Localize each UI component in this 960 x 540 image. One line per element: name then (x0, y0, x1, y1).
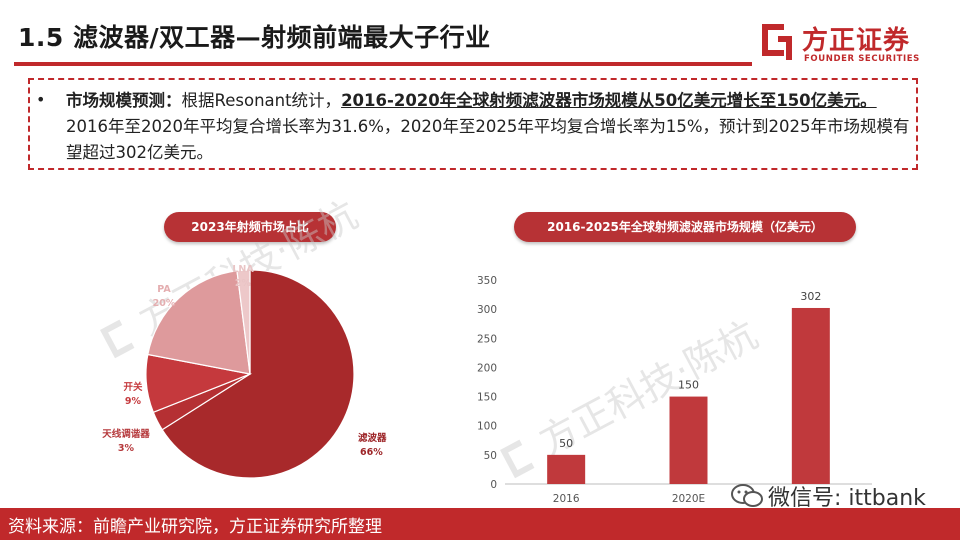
y-tick-0: 0 (490, 479, 497, 491)
wechat-icon (731, 484, 763, 507)
y-tick-350: 350 (477, 275, 497, 287)
summary-rest: 2016年至2020年平均复合增长率为31.6%，2020年至2025年平均复合… (66, 117, 910, 162)
summary-part1: 根据Resonant统计， (181, 91, 342, 110)
logo-name-cn: 方正证券 (802, 26, 911, 56)
pie-slice-PA (147, 270, 251, 375)
slide-title: 1.5 滤波器/双工器—射频前端最大子行业 (18, 23, 491, 52)
footer-source: 资料来源：前瞻产业研究院，方正证券研究所整理 (8, 517, 382, 537)
bar-2020E (669, 396, 708, 484)
founder-logo-icon (762, 24, 792, 60)
pie-label-天线调谐器: 天线调谐器 (102, 428, 150, 440)
pie-label-LNA: LNA (232, 264, 254, 275)
pie-value-LNA: 2% (235, 278, 252, 289)
watermark-right-mark: 方正科技·陈杭 (500, 312, 765, 479)
pie-label-PA: PA (157, 284, 171, 295)
pie-value-开关: 9% (125, 396, 142, 407)
bar-value-2020E: 150 (678, 379, 699, 392)
logo-name-en: FOUNDER SECURITIES (804, 54, 920, 64)
pie-label-滤波器: 滤波器 (358, 432, 387, 444)
bullet-marker: • (36, 90, 46, 109)
x-tick-2016: 2016 (553, 493, 580, 505)
pie-value-PA: 20% (153, 298, 176, 309)
summary-lead: 市场规模预测： (66, 91, 182, 110)
title-rule (14, 62, 752, 66)
bar-2025E (791, 307, 830, 484)
summary-highlight: 2016-2020年全球射频滤波器市场规模从50亿美元增长至150亿美元。 (341, 91, 877, 110)
wechat-id: 微信号: ittbank (732, 480, 926, 512)
pie-value-滤波器: 66% (360, 447, 383, 458)
bar-value-2025E: 302 (800, 290, 821, 303)
bar-chart-title: 2016-2025年全球射频滤波器市场规模（亿美元） (514, 212, 856, 242)
bar-chart: 0 50 100 150 200 250 300 350 50 2016 150 2020E 302 (477, 275, 872, 505)
y-tick-200: 200 (477, 362, 497, 374)
y-tick-250: 250 (477, 333, 497, 345)
y-tick-50: 50 (484, 450, 497, 462)
summary-paragraph: 市场规模预测：根据Resonant统计，2016-2020年全球射频滤波器市场规… (66, 88, 911, 166)
pie-chart: 滤波器 66% 天线调谐器 3% 开关 9% PA 20% LNA 2% (102, 264, 387, 479)
pie-chart-title: 2023年射频市场占比 (164, 212, 336, 242)
footer-bar (0, 508, 960, 540)
pie-slice-LNA (236, 269, 251, 375)
wechat-text: 微信号: ittbank (768, 486, 926, 511)
y-tick-150: 150 (477, 392, 497, 404)
y-tick-100: 100 (477, 421, 497, 433)
summary-box (28, 78, 918, 170)
y-tick-300: 300 (477, 304, 497, 316)
pie-label-开关: 开关 (123, 381, 143, 393)
bar-2016 (547, 454, 586, 484)
pie-value-天线调谐器: 3% (118, 443, 135, 454)
pie-slice-滤波器 (161, 269, 355, 479)
x-tick-2020E: 2020E (672, 493, 705, 505)
company-logo: 方正证券 FOUNDER SECURITIES (752, 16, 952, 68)
bar-value-2016: 50 (559, 437, 573, 450)
